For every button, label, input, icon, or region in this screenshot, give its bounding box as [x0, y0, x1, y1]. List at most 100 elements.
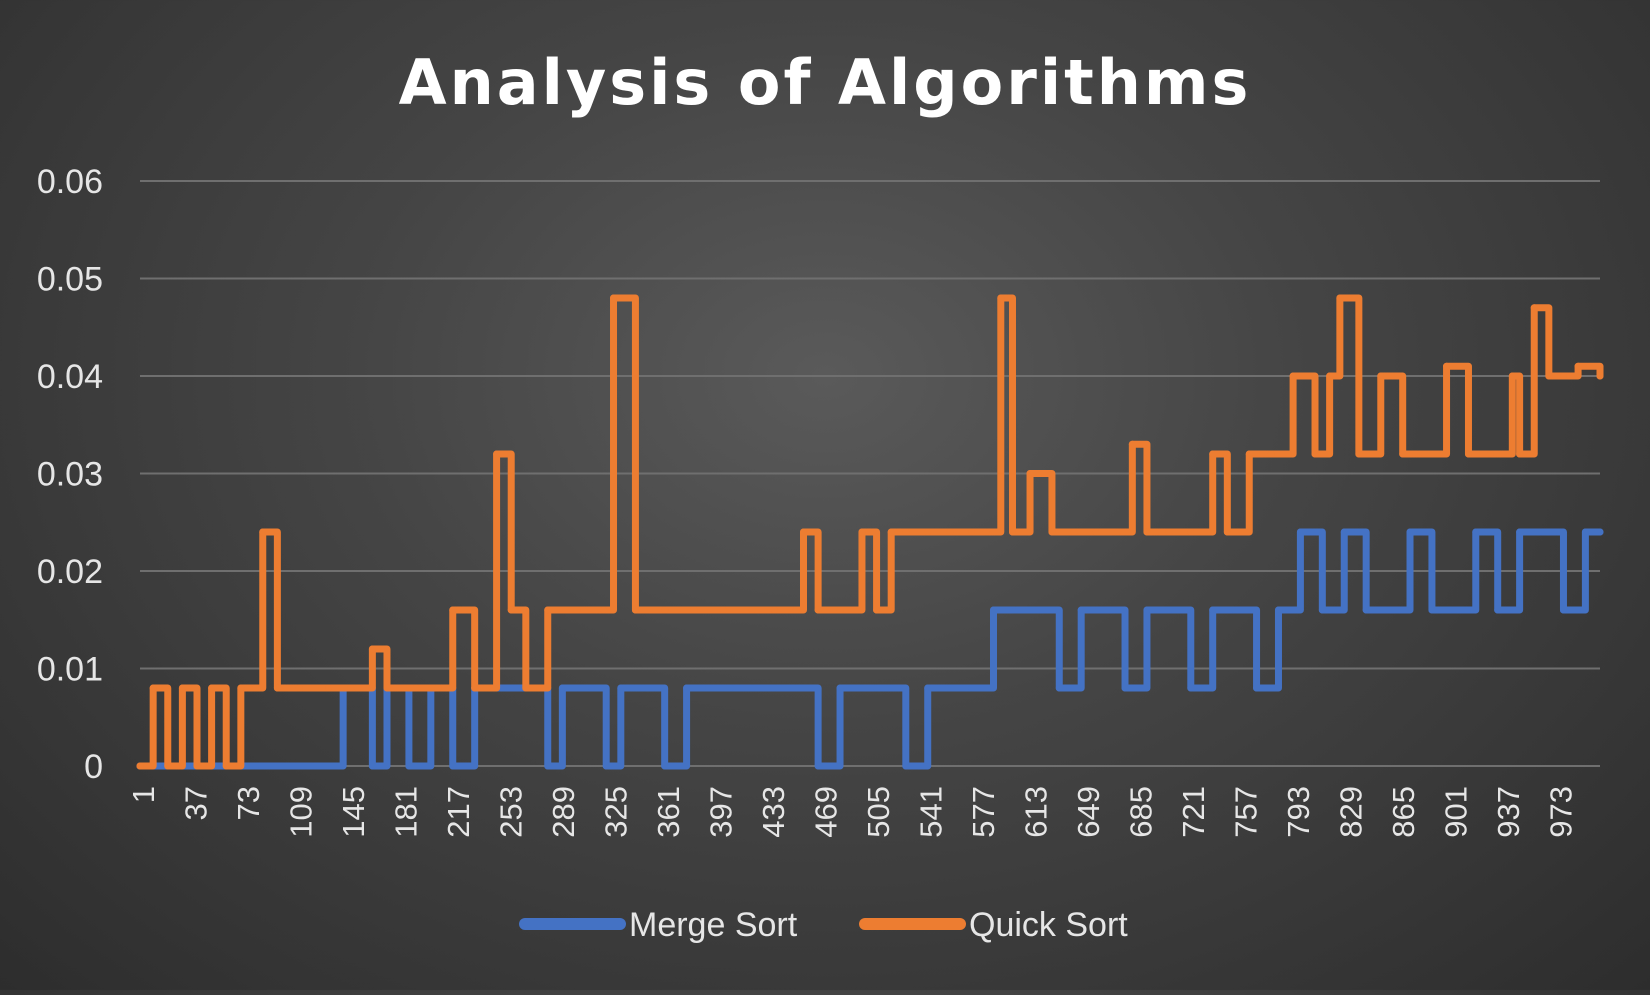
- data-point: [208, 684, 216, 692]
- x-tick-label: 829: [1334, 786, 1369, 838]
- data-point: [193, 762, 201, 770]
- data-point: [1274, 606, 1282, 614]
- data-point: [748, 684, 756, 692]
- data-point: [522, 684, 530, 692]
- data-point: [1267, 450, 1275, 458]
- data-point: [573, 606, 581, 614]
- data-point: [383, 684, 391, 692]
- data-point: [354, 684, 362, 692]
- data-point: [368, 762, 376, 770]
- x-tick-label: 109: [284, 786, 319, 838]
- data-point: [1165, 606, 1173, 614]
- x-tick-label: 865: [1386, 786, 1421, 838]
- y-tick-label: 0.05: [37, 261, 103, 299]
- data-point: [259, 528, 267, 536]
- data-point: [800, 528, 808, 536]
- data-point: [748, 606, 756, 614]
- data-point: [1165, 528, 1173, 536]
- data-point: [1128, 440, 1136, 448]
- data-point: [281, 762, 289, 770]
- data-point: [178, 684, 186, 692]
- data-point: [836, 684, 844, 692]
- data-point: [346, 684, 354, 692]
- data-point: [982, 528, 990, 536]
- data-point: [1187, 684, 1195, 692]
- data-point: [814, 606, 822, 614]
- data-point: [544, 762, 552, 770]
- data-point: [836, 606, 844, 614]
- data-point: [471, 684, 479, 692]
- data-point: [544, 606, 552, 614]
- data-point: [1406, 528, 1414, 536]
- y-tick-label: 0.03: [37, 456, 103, 494]
- data-point: [1516, 450, 1524, 458]
- data-point: [726, 684, 734, 692]
- data-point: [602, 762, 610, 770]
- x-tick-label: 433: [756, 786, 791, 838]
- x-tick-label: 685: [1124, 786, 1159, 838]
- data-point: [412, 684, 420, 692]
- data-point: [222, 762, 230, 770]
- data-point: [887, 684, 895, 692]
- data-point: [1516, 528, 1524, 536]
- x-tick-label: 901: [1439, 786, 1474, 838]
- data-point: [661, 606, 669, 614]
- data-point: [792, 684, 800, 692]
- data-point: [482, 684, 490, 692]
- data-point: [325, 684, 333, 692]
- data-point: [968, 684, 976, 692]
- data-point: [164, 762, 172, 770]
- x-tick-label: 1: [126, 786, 161, 803]
- data-point: [661, 762, 669, 770]
- data-point: [858, 684, 866, 692]
- x-tick-label: 181: [389, 786, 424, 838]
- data-point: [946, 528, 954, 536]
- data-point: [705, 684, 713, 692]
- data-point: [1538, 528, 1546, 536]
- data-point: [1486, 450, 1494, 458]
- data-point: [1048, 528, 1056, 536]
- data-point: [902, 762, 910, 770]
- data-point: [873, 684, 881, 692]
- data-point: [405, 762, 413, 770]
- x-tick-label: 469: [809, 786, 844, 838]
- x-tick-label: 757: [1229, 786, 1264, 838]
- x-tick-label: 973: [1544, 786, 1579, 838]
- data-point: [639, 684, 647, 692]
- x-tick-label: 505: [861, 786, 896, 838]
- data-point: [631, 606, 639, 614]
- data-point: [1472, 528, 1480, 536]
- data-point: [770, 684, 778, 692]
- y-tick-label: 0.04: [37, 358, 103, 396]
- data-point: [997, 294, 1005, 302]
- x-tick-label: 361: [651, 786, 686, 838]
- data-point: [1559, 372, 1567, 380]
- data-point: [1336, 294, 1344, 302]
- data-point: [1114, 528, 1122, 536]
- data-point: [1355, 450, 1363, 458]
- chart-title: Analysis of Algorithms: [399, 46, 1252, 119]
- data-point: [1596, 528, 1604, 536]
- data-point: [1070, 528, 1078, 536]
- data-point: [1296, 528, 1304, 536]
- data-point: [1581, 528, 1589, 536]
- data-point: [434, 684, 442, 692]
- data-point: [295, 684, 303, 692]
- y-tick-label: 0: [84, 748, 103, 786]
- x-tick-label: 613: [1019, 786, 1054, 838]
- data-point: [1245, 450, 1253, 458]
- data-point: [1311, 450, 1319, 458]
- x-tick-label: 325: [599, 786, 634, 838]
- data-point: [1574, 362, 1582, 370]
- x-tick-label: 217: [441, 786, 476, 838]
- data-point: [1443, 362, 1451, 370]
- x-tick-label: 37: [179, 786, 214, 820]
- data-point: [449, 606, 457, 614]
- x-tick-label: 541: [914, 786, 949, 838]
- data-point: [610, 294, 618, 302]
- data-point: [989, 606, 997, 614]
- data-point: [1494, 606, 1502, 614]
- data-point: [1231, 606, 1239, 614]
